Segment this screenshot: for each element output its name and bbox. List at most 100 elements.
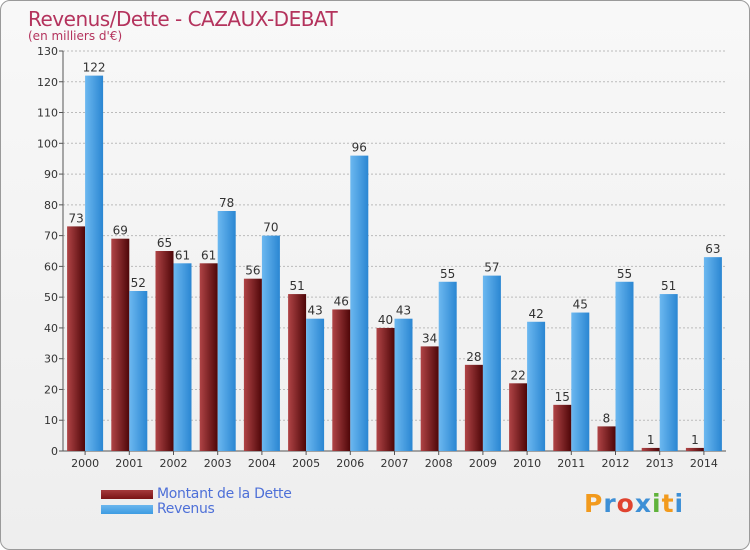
bar-revenus — [173, 263, 192, 451]
data-label-dette: 1 — [691, 433, 699, 447]
bar-revenus — [306, 318, 325, 451]
data-label-revenus: 51 — [661, 279, 676, 293]
data-label-dette: 69 — [113, 224, 128, 238]
bar-revenus — [217, 211, 236, 451]
data-label-dette: 61 — [201, 248, 216, 262]
chart-title: Revenus/Dette - CAZAUX-DEBAT — [28, 7, 338, 31]
bar-dette — [597, 426, 616, 451]
bar-dette — [509, 383, 528, 451]
y-tick-label: 80 — [44, 199, 58, 212]
data-label-dette: 40 — [378, 313, 393, 327]
data-label-dette: 65 — [157, 236, 172, 250]
logo-letter: i — [652, 489, 662, 518]
bar-dette — [155, 251, 174, 451]
data-label-revenus: 122 — [83, 61, 106, 75]
x-tick-label: 2014 — [690, 457, 718, 470]
bar-revenus — [659, 294, 678, 451]
data-label-dette: 15 — [555, 390, 570, 404]
x-tick-label: 2011 — [557, 457, 585, 470]
bar-revenus — [261, 235, 280, 451]
data-label-revenus: 70 — [263, 221, 278, 235]
data-label-revenus: 43 — [307, 304, 322, 318]
bar-dette — [111, 238, 130, 451]
x-tick-label: 2001 — [115, 457, 143, 470]
data-label-revenus: 55 — [617, 267, 632, 281]
logo-letter: t — [661, 489, 675, 518]
y-tick-label: 50 — [44, 291, 58, 304]
data-label-dette: 46 — [334, 294, 349, 308]
bar-dette — [332, 309, 351, 451]
data-label-dette: 22 — [510, 368, 525, 382]
data-label-revenus: 61 — [175, 248, 190, 262]
data-label-revenus: 57 — [484, 261, 499, 275]
legend-swatch-revenus — [101, 505, 153, 514]
data-label-dette: 51 — [289, 279, 304, 293]
y-tick-label: 10 — [44, 414, 58, 427]
bar-dette — [464, 364, 483, 451]
bar-dette — [376, 327, 395, 451]
bar-revenus — [571, 312, 590, 451]
bar-revenus — [527, 321, 546, 451]
bar-revenus — [438, 281, 457, 451]
logo-letter: x — [634, 489, 652, 518]
data-label-revenus: 78 — [219, 196, 234, 210]
bar-dette — [553, 404, 572, 451]
y-tick-label: 110 — [37, 107, 58, 120]
data-label-dette: 56 — [245, 264, 260, 278]
x-tick-label: 2000 — [71, 457, 99, 470]
y-tick-label: 70 — [44, 230, 58, 243]
bar-revenus — [703, 257, 722, 451]
data-label-revenus: 55 — [440, 267, 455, 281]
x-tick-label: 2013 — [646, 457, 674, 470]
y-tick-label: 30 — [44, 353, 58, 366]
y-tick-label: 120 — [37, 76, 58, 89]
bar-revenus — [482, 275, 501, 451]
x-tick-label: 2008 — [425, 457, 453, 470]
data-label-revenus: 63 — [705, 242, 720, 256]
x-tick-label: 2010 — [513, 457, 541, 470]
y-tick-label: 20 — [44, 383, 58, 396]
data-label-revenus: 52 — [131, 276, 146, 290]
data-label-dette: 1 — [647, 433, 655, 447]
data-label-dette: 34 — [422, 331, 437, 345]
bar-revenus — [129, 291, 148, 451]
x-tick-label: 2004 — [248, 457, 276, 470]
bar-dette — [199, 263, 218, 451]
legend-label-dette: Montant de la Dette — [157, 486, 292, 502]
bar-dette — [243, 278, 262, 451]
data-label-dette: 28 — [466, 350, 481, 364]
x-tick-label: 2012 — [602, 457, 630, 470]
x-tick-label: 2006 — [336, 457, 364, 470]
chart-subtitle: (en milliers d'€) — [28, 29, 123, 43]
data-label-revenus: 96 — [352, 141, 367, 155]
proxiti-logo: Proxiti — [584, 489, 684, 518]
y-tick-label: 0 — [51, 445, 58, 458]
legend-swatch-dette — [101, 490, 153, 499]
y-tick-label: 40 — [44, 322, 58, 335]
x-tick-label: 2009 — [469, 457, 497, 470]
legend-label-revenus: Revenus — [157, 501, 215, 517]
bar-dette — [685, 447, 704, 451]
bar-dette — [288, 294, 307, 451]
data-label-revenus: 45 — [573, 298, 588, 312]
y-tick-label: 100 — [37, 137, 58, 150]
data-label-dette: 73 — [68, 211, 83, 225]
bar-revenus — [615, 281, 634, 451]
data-label-revenus: 43 — [396, 304, 411, 318]
data-label-dette: 8 — [603, 411, 611, 425]
bar-revenus — [350, 155, 369, 451]
x-tick-label: 2002 — [160, 457, 188, 470]
x-tick-label: 2003 — [204, 457, 232, 470]
logo-letter: o — [616, 489, 635, 518]
x-tick-label: 2005 — [292, 457, 320, 470]
bar-revenus — [394, 318, 413, 451]
bar-revenus — [85, 75, 104, 451]
y-tick-label: 90 — [44, 168, 58, 181]
bar-dette — [67, 226, 86, 451]
logo-letter: P — [584, 489, 604, 518]
logo-letter: r — [603, 489, 617, 518]
data-label-revenus: 42 — [528, 307, 543, 321]
y-tick-label: 130 — [37, 45, 58, 58]
